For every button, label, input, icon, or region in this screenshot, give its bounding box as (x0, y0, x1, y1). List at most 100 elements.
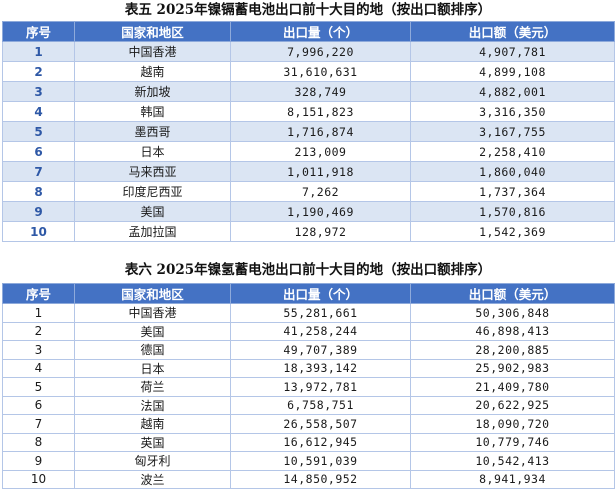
cell-value: 4,907,781 (410, 41, 615, 62)
cell-region: 墨西哥 (74, 121, 231, 142)
table-row: 7 马来西亚 1,011,918 1,860,040 (2, 161, 615, 182)
cell-value: 2,258,410 (410, 141, 615, 162)
cell-value: 10,779,746 (410, 432, 615, 452)
cell-value: 46,898,413 (410, 321, 615, 341)
table-row: 5 墨西哥 1,716,874 3,167,755 (2, 121, 615, 142)
table-row: 1 中国香港 7,996,220 4,907,781 (2, 41, 615, 62)
table-row: 3 新加坡 328,749 4,882,001 (2, 81, 615, 102)
cell-region: 日本 (74, 141, 231, 162)
table-row: 4 日本 18,393,142 25,902,983 (2, 358, 615, 378)
cell-volume: 41,258,244 (230, 321, 411, 341)
cell-region: 波兰 (74, 469, 231, 489)
cell-value: 28,200,885 (410, 340, 615, 360)
cell-region: 越南 (74, 61, 231, 82)
table-row: 4 韩国 8,151,823 3,316,350 (2, 101, 615, 122)
cell-volume: 328,749 (230, 81, 411, 102)
cell-value: 8,941,934 (410, 469, 615, 489)
cell-region: 德国 (74, 340, 231, 360)
header-rank: 序号 (2, 21, 75, 42)
nimh-export-table: 序号 国家和地区 出口量（个） 出口额（美元） 1 中国香港 55,281,661 5… (2, 283, 615, 489)
cell-region: 英国 (74, 432, 231, 452)
header-value: 出口额（美元） (410, 283, 615, 304)
cell-value: 1,737,364 (410, 181, 615, 202)
cell-rank: 10 (2, 469, 75, 489)
cell-volume: 213,009 (230, 141, 411, 162)
header-region: 国家和地区 (74, 21, 231, 42)
table-row: 6 日本 213,009 2,258,410 (2, 141, 615, 162)
table-row: 7 越南 26,558,507 18,090,720 (2, 414, 615, 434)
cell-volume: 1,011,918 (230, 161, 411, 182)
table-row: 10 波兰 14,850,952 8,941,934 (2, 469, 615, 489)
cell-volume: 1,190,469 (230, 201, 411, 222)
cell-volume: 128,972 (230, 221, 411, 242)
cell-value: 50,306,848 (410, 303, 615, 323)
cell-value: 4,882,001 (410, 81, 615, 102)
cell-value: 3,167,755 (410, 121, 615, 142)
cell-region: 美国 (74, 321, 231, 341)
cell-region: 印度尼西亚 (74, 181, 231, 202)
cell-volume: 7,262 (230, 181, 411, 202)
cell-value: 20,622,925 (410, 395, 615, 415)
cell-volume: 14,850,952 (230, 469, 411, 489)
cell-value: 21,409,780 (410, 377, 615, 397)
cell-region: 法国 (74, 395, 231, 415)
cell-rank: 2 (2, 321, 75, 341)
cell-volume: 55,281,661 (230, 303, 411, 323)
table-row: 10 孟加拉国 128,972 1,542,369 (2, 221, 615, 242)
cell-value: 4,899,108 (410, 61, 615, 82)
cell-value: 18,090,720 (410, 414, 615, 434)
cell-volume: 16,612,945 (230, 432, 411, 452)
cell-region: 日本 (74, 358, 231, 378)
cell-value: 10,542,413 (410, 451, 615, 471)
header-rank: 序号 (2, 283, 75, 304)
table-row: 3 德国 49,707,389 28,200,885 (2, 340, 615, 360)
header-value: 出口额（美元） (410, 21, 615, 42)
cell-rank: 4 (2, 101, 75, 122)
cell-rank: 9 (2, 201, 75, 222)
cell-value: 25,902,983 (410, 358, 615, 378)
header-region: 国家和地区 (74, 283, 231, 304)
cell-region: 越南 (74, 414, 231, 434)
table-row: 2 越南 31,610,631 4,899,108 (2, 61, 615, 82)
table-header-row: 序号 国家和地区 出口量（个） 出口额（美元） (2, 283, 615, 304)
cell-rank: 7 (2, 414, 75, 434)
cell-rank: 9 (2, 451, 75, 471)
cell-rank: 3 (2, 81, 75, 102)
cell-region: 孟加拉国 (74, 221, 231, 242)
cell-volume: 8,151,823 (230, 101, 411, 122)
cell-volume: 6,758,751 (230, 395, 411, 415)
cell-rank: 5 (2, 377, 75, 397)
cell-rank: 2 (2, 61, 75, 82)
table-row: 5 荷兰 13,972,781 21,409,780 (2, 377, 615, 397)
table-row: 8 英国 16,612,945 10,779,746 (2, 432, 615, 452)
cell-volume: 49,707,389 (230, 340, 411, 360)
cell-rank: 8 (2, 432, 75, 452)
cell-rank: 4 (2, 358, 75, 378)
cell-rank: 1 (2, 41, 75, 62)
cell-region: 新加坡 (74, 81, 231, 102)
table-row: 9 美国 1,190,469 1,570,816 (2, 201, 615, 222)
cell-region: 美国 (74, 201, 231, 222)
cell-rank: 6 (2, 395, 75, 415)
cell-volume: 18,393,142 (230, 358, 411, 378)
cell-region: 匈牙利 (74, 451, 231, 471)
cell-rank: 7 (2, 161, 75, 182)
cell-rank: 10 (2, 221, 75, 242)
cell-volume: 7,996,220 (230, 41, 411, 62)
table-header-row: 序号 国家和地区 出口量（个） 出口额（美元） (2, 21, 615, 42)
cell-rank: 6 (2, 141, 75, 162)
table-row: 6 法国 6,758,751 20,622,925 (2, 395, 615, 415)
cell-region: 中国香港 (74, 41, 231, 62)
cell-volume: 31,610,631 (230, 61, 411, 82)
cell-region: 荷兰 (74, 377, 231, 397)
cell-rank: 1 (2, 303, 75, 323)
cell-value: 1,570,816 (410, 201, 615, 222)
header-volume: 出口量（个） (230, 21, 411, 42)
table2-caption: 表六 2025年镍氢蓄电池出口前十大目的地（按出口额排序） (124, 262, 492, 278)
cell-region: 马来西亚 (74, 161, 231, 182)
header-volume: 出口量（个） (230, 283, 411, 304)
table-row: 1 中国香港 55,281,661 50,306,848 (2, 303, 615, 323)
cell-volume: 10,591,039 (230, 451, 411, 471)
cell-value: 3,316,350 (410, 101, 615, 122)
table-row: 8 印度尼西亚 7,262 1,737,364 (2, 181, 615, 202)
